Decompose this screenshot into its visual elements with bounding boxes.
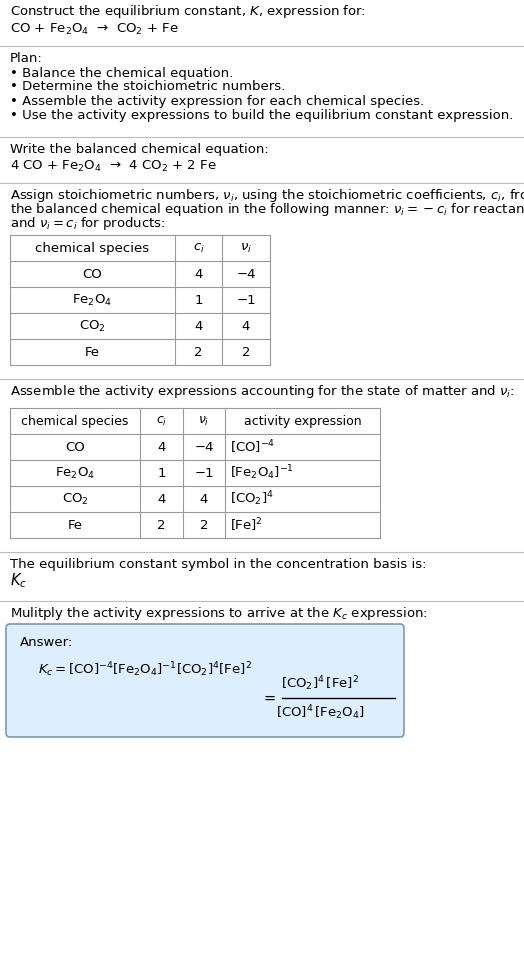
Text: The equilibrium constant symbol in the concentration basis is:: The equilibrium constant symbol in the c… [10, 558, 427, 570]
Text: Answer:: Answer: [20, 635, 73, 648]
Text: • Assemble the activity expression for each chemical species.: • Assemble the activity expression for e… [10, 95, 424, 108]
Text: [CO]$^{-4}$: [CO]$^{-4}$ [230, 438, 275, 456]
Text: 2: 2 [194, 346, 203, 358]
Text: −4: −4 [194, 440, 214, 454]
Text: the balanced chemical equation in the following manner: $\nu_i = -c_i$ for react: the balanced chemical equation in the fo… [10, 201, 524, 218]
Text: Fe$_2$O$_4$: Fe$_2$O$_4$ [72, 292, 113, 308]
Text: 4: 4 [194, 267, 203, 281]
Text: 4: 4 [157, 493, 166, 505]
Text: 4: 4 [157, 440, 166, 454]
Text: =: = [264, 690, 276, 706]
Text: CO: CO [83, 267, 102, 281]
Text: Assemble the activity expressions accounting for the state of matter and $\nu_i$: Assemble the activity expressions accoun… [10, 383, 515, 399]
Text: chemical species: chemical species [36, 242, 149, 254]
Text: Mulitply the activity expressions to arrive at the $K_c$ expression:: Mulitply the activity expressions to arr… [10, 605, 428, 622]
Text: Construct the equilibrium constant, $K$, expression for:: Construct the equilibrium constant, $K$,… [10, 4, 366, 20]
Text: −1: −1 [194, 466, 214, 479]
Text: • Determine the stoichiometric numbers.: • Determine the stoichiometric numbers. [10, 80, 285, 94]
Text: chemical species: chemical species [21, 414, 129, 428]
Text: CO$_2$: CO$_2$ [62, 492, 89, 506]
Text: 2: 2 [157, 519, 166, 532]
Text: Fe$_2$O$_4$: Fe$_2$O$_4$ [55, 465, 95, 480]
Text: Assign stoichiometric numbers, $\nu_i$, using the stoichiometric coefficients, $: Assign stoichiometric numbers, $\nu_i$, … [10, 186, 524, 203]
Text: • Use the activity expressions to build the equilibrium constant expression.: • Use the activity expressions to build … [10, 109, 514, 121]
Text: $c_i$: $c_i$ [156, 414, 167, 428]
Text: 2: 2 [242, 346, 250, 358]
Text: $\nu_i$: $\nu_i$ [240, 242, 252, 255]
Text: CO + Fe$_2$O$_4$  →  CO$_2$ + Fe: CO + Fe$_2$O$_4$ → CO$_2$ + Fe [10, 21, 179, 36]
Text: [Fe$_2$O$_4$]$^{-1}$: [Fe$_2$O$_4$]$^{-1}$ [230, 463, 294, 482]
Text: Plan:: Plan: [10, 52, 43, 65]
Text: [CO$_2$]$^4$: [CO$_2$]$^4$ [230, 490, 274, 508]
Text: $\nu_i$: $\nu_i$ [198, 414, 210, 428]
Text: 1: 1 [157, 466, 166, 479]
Text: $c_i$: $c_i$ [193, 242, 204, 255]
Text: 4 CO + Fe$_2$O$_4$  →  4 CO$_2$ + 2 Fe: 4 CO + Fe$_2$O$_4$ → 4 CO$_2$ + 2 Fe [10, 159, 217, 174]
Text: Write the balanced chemical equation:: Write the balanced chemical equation: [10, 142, 269, 156]
Text: 4: 4 [242, 320, 250, 332]
Text: −1: −1 [236, 293, 256, 307]
Text: • Balance the chemical equation.: • Balance the chemical equation. [10, 67, 233, 79]
Text: 1: 1 [194, 293, 203, 307]
Text: 2: 2 [200, 519, 208, 532]
Text: Fe: Fe [68, 519, 82, 532]
Text: 4: 4 [200, 493, 208, 505]
FancyBboxPatch shape [6, 624, 404, 737]
Text: $[\mathrm{CO_2}]^4\,[\mathrm{Fe}]^2$: $[\mathrm{CO_2}]^4\,[\mathrm{Fe}]^2$ [281, 674, 359, 693]
Text: activity expression: activity expression [244, 414, 362, 428]
Text: −4: −4 [236, 267, 256, 281]
Text: Fe: Fe [85, 346, 100, 358]
Text: $K_c$: $K_c$ [10, 572, 27, 590]
Text: 4: 4 [194, 320, 203, 332]
Text: $[\mathrm{CO}]^4\,[\mathrm{Fe_2O_4}]$: $[\mathrm{CO}]^4\,[\mathrm{Fe_2O_4}]$ [276, 704, 364, 722]
Text: CO$_2$: CO$_2$ [79, 318, 106, 333]
Text: [Fe]$^2$: [Fe]$^2$ [230, 517, 263, 534]
Text: and $\nu_i = c_i$ for products:: and $\nu_i = c_i$ for products: [10, 215, 166, 231]
Text: $K_c = [\mathrm{CO}]^{-4}[\mathrm{Fe_2O_4}]^{-1}[\mathrm{CO_2}]^{4}[\mathrm{Fe}]: $K_c = [\mathrm{CO}]^{-4}[\mathrm{Fe_2O_… [38, 661, 252, 679]
Text: CO: CO [65, 440, 85, 454]
